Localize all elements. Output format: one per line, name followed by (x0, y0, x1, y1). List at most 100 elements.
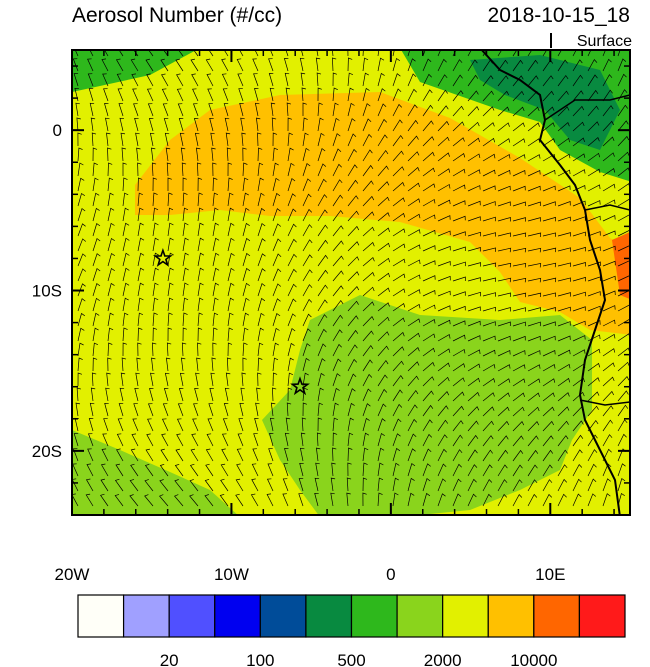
wind-barb (377, 88, 386, 102)
wind-barb (254, 102, 260, 117)
wind-barb (482, 335, 496, 342)
wind-barb (332, 373, 341, 387)
wind-barb (542, 321, 556, 327)
wind-barb (602, 136, 615, 147)
wind-barb (497, 232, 511, 237)
wind-barb (227, 177, 233, 192)
wind-barb (542, 262, 557, 268)
map-field (72, 50, 630, 515)
wind-barb (452, 434, 463, 447)
wind-barb (137, 222, 144, 237)
wind-barb (587, 152, 601, 162)
wind-barb (220, 478, 229, 492)
wind-barb (602, 183, 616, 192)
wind-barb (407, 463, 416, 477)
wind-barb (302, 132, 309, 147)
wind-barb (392, 166, 405, 177)
wind-barb (122, 207, 129, 222)
wind-barb (347, 300, 359, 312)
wind-barb (130, 448, 139, 462)
y-tick-label: 0 (53, 121, 62, 140)
wind-barb (152, 312, 158, 327)
wind-barb (557, 122, 570, 132)
wind-barb (165, 147, 171, 162)
wind-barb (422, 50, 426, 57)
wind-barb (557, 75, 569, 87)
wind-barb (182, 282, 189, 297)
wind-barb (208, 103, 214, 117)
wind-barb (392, 135, 404, 147)
wind-barb (131, 73, 139, 87)
wind-barb (437, 448, 447, 462)
wind-barb (557, 50, 562, 57)
wind-barb (422, 289, 436, 297)
wind-barb (377, 103, 387, 117)
wind-barb (242, 297, 250, 312)
colorbar-label: 500 (337, 651, 365, 667)
wind-barb (107, 252, 115, 267)
wind-barb (227, 252, 235, 267)
wind-barb (602, 305, 616, 312)
wind-barb (227, 192, 234, 207)
wind-barb (205, 448, 214, 462)
wind-barb (77, 223, 86, 237)
wind-barb (482, 262, 497, 268)
wind-barb (272, 298, 281, 312)
wind-barb (77, 192, 85, 207)
wind-barb (302, 402, 308, 417)
wind-barb (144, 479, 154, 492)
wind-barb (300, 432, 306, 447)
wind-barb (182, 177, 187, 192)
wind-barb (437, 215, 451, 222)
wind-barb (239, 403, 244, 417)
wind-barb (197, 192, 203, 207)
wind-barb (557, 277, 571, 282)
wind-barb (180, 147, 186, 162)
colorbar-label: 10000 (510, 651, 557, 667)
wind-barb (572, 276, 586, 282)
wind-barb (269, 417, 275, 432)
wind-barb (197, 237, 204, 252)
wind-barb (146, 88, 154, 102)
wind-barb (284, 432, 290, 447)
wind-barb (206, 73, 214, 87)
wind-barb (512, 350, 526, 357)
wind-barb (197, 177, 203, 192)
wind-barb (377, 462, 384, 477)
wind-barb (287, 372, 294, 387)
wind-barb (107, 192, 114, 207)
wind-barb (467, 121, 480, 132)
wind-barb (452, 74, 463, 87)
wind-barb (467, 335, 481, 342)
wind-barb (102, 73, 109, 87)
wind-barb (317, 417, 323, 432)
wind-barb (317, 194, 328, 207)
wind-barb (542, 420, 555, 432)
wind-barb (407, 389, 419, 402)
wind-barb (482, 349, 496, 357)
wind-barb (167, 192, 173, 207)
x-tick-label: 0 (386, 565, 395, 584)
wind-barb (251, 478, 259, 492)
wind-barb (192, 88, 199, 102)
wind-barb (572, 137, 585, 147)
wind-barb (422, 183, 436, 192)
wind-barb (162, 403, 169, 417)
wind-barb (77, 327, 85, 342)
wind-barb (88, 433, 94, 447)
colorbar-swatch (578, 594, 626, 638)
wind-barb (542, 435, 554, 447)
wind-barb (189, 479, 199, 492)
wind-barb (227, 312, 234, 327)
wind-barb (114, 494, 124, 507)
wind-barb (542, 449, 554, 462)
wind-barb (422, 419, 433, 432)
wind-barb (332, 447, 337, 462)
wind-barb (407, 244, 421, 252)
wind-barb (257, 238, 266, 252)
wind-barb (212, 222, 219, 237)
wind-barb (362, 257, 375, 267)
wind-barb (92, 207, 100, 222)
wind-barb (527, 364, 541, 372)
wind-barb (182, 207, 189, 222)
